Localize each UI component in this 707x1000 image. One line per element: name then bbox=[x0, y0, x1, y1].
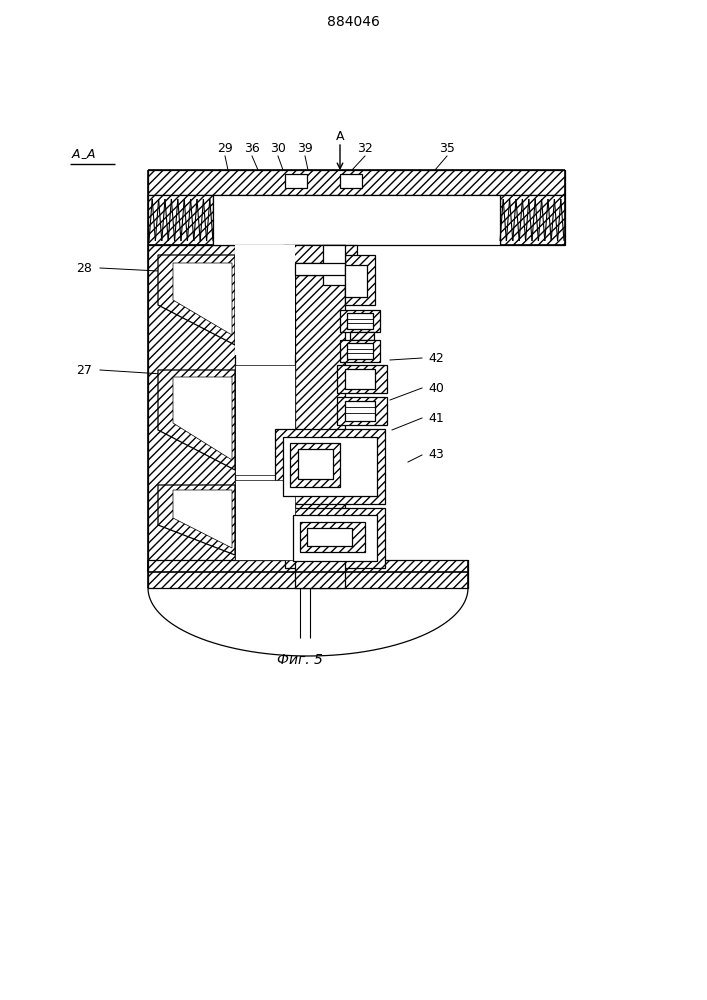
Text: 28: 28 bbox=[76, 261, 92, 274]
Bar bbox=[307, 528, 352, 546]
Polygon shape bbox=[158, 370, 235, 470]
Text: 884046: 884046 bbox=[327, 15, 380, 29]
Text: 40: 40 bbox=[428, 381, 444, 394]
Text: 36: 36 bbox=[244, 141, 260, 154]
Polygon shape bbox=[158, 485, 235, 555]
Text: 42: 42 bbox=[428, 352, 444, 364]
Bar bbox=[337, 397, 387, 425]
Bar bbox=[340, 340, 380, 362]
Bar bbox=[298, 449, 333, 479]
Bar bbox=[295, 560, 345, 588]
Bar bbox=[295, 263, 345, 275]
Text: 43: 43 bbox=[428, 448, 444, 462]
Bar bbox=[235, 365, 295, 475]
Bar bbox=[293, 515, 377, 561]
Polygon shape bbox=[158, 255, 235, 345]
Text: A: A bbox=[72, 148, 81, 161]
Text: Фиг. 5: Фиг. 5 bbox=[277, 653, 323, 667]
Bar bbox=[340, 174, 362, 188]
Bar bbox=[295, 245, 345, 275]
Text: 39: 39 bbox=[297, 141, 313, 154]
Text: 30: 30 bbox=[270, 141, 286, 154]
Polygon shape bbox=[173, 490, 232, 548]
Bar bbox=[148, 170, 565, 195]
Bar bbox=[283, 245, 357, 263]
Text: A: A bbox=[87, 148, 95, 161]
Bar bbox=[285, 174, 307, 188]
Bar bbox=[275, 429, 385, 504]
Bar bbox=[148, 560, 468, 588]
Text: 27: 27 bbox=[76, 363, 92, 376]
Bar bbox=[213, 195, 500, 245]
Bar bbox=[500, 195, 565, 245]
Bar bbox=[300, 522, 365, 552]
Bar bbox=[235, 480, 295, 560]
Text: 29: 29 bbox=[217, 141, 233, 154]
Bar bbox=[148, 195, 213, 245]
Bar bbox=[347, 343, 373, 359]
Bar bbox=[337, 365, 387, 393]
Bar bbox=[345, 401, 375, 421]
Bar bbox=[285, 508, 385, 568]
Bar bbox=[290, 443, 340, 487]
Bar bbox=[148, 245, 235, 572]
Text: A: A bbox=[336, 129, 344, 142]
Bar bbox=[295, 245, 345, 572]
Bar bbox=[323, 245, 345, 285]
Polygon shape bbox=[173, 263, 232, 335]
Bar bbox=[350, 332, 374, 340]
Bar bbox=[345, 369, 375, 389]
Bar bbox=[235, 245, 295, 355]
Text: 35: 35 bbox=[439, 141, 455, 154]
Bar bbox=[340, 310, 380, 332]
Bar bbox=[345, 265, 367, 297]
Text: 32: 32 bbox=[357, 141, 373, 154]
Text: –: – bbox=[80, 152, 86, 165]
Bar bbox=[283, 437, 377, 496]
Bar bbox=[347, 313, 373, 329]
Bar bbox=[345, 255, 375, 305]
Polygon shape bbox=[173, 377, 232, 460]
Text: 41: 41 bbox=[428, 412, 444, 424]
